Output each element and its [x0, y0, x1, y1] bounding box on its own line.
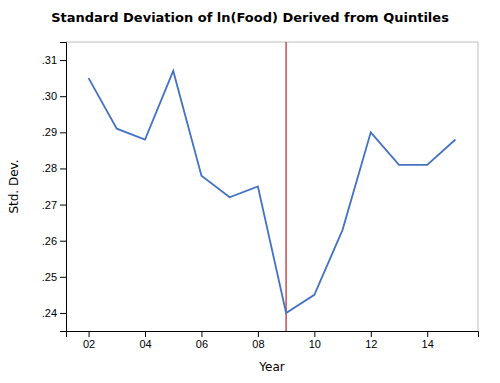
tick-mark: [201, 331, 202, 337]
tick: 12: [365, 331, 377, 350]
data-line: [89, 71, 456, 313]
tick-mark: [60, 277, 66, 278]
tick: .25: [42, 271, 66, 283]
tick-mark: [427, 331, 428, 337]
tick-mark: [60, 96, 66, 97]
tick-label: .25: [42, 271, 57, 283]
tick-label: 12: [365, 338, 377, 350]
tick-mark: [258, 331, 259, 337]
tick-label: .27: [42, 199, 57, 211]
tick-mark: [60, 168, 66, 169]
tick-label: .31: [42, 54, 57, 66]
tick-mark: [314, 331, 315, 337]
tick-label: .29: [42, 126, 57, 138]
tick-label: 14: [422, 338, 434, 350]
tick: 04: [139, 331, 151, 350]
tick: .29: [42, 126, 66, 138]
vertical-line: [285, 42, 287, 331]
tick: 06: [196, 331, 208, 350]
axis-line: [60, 43, 67, 332]
tick-mark: [89, 331, 90, 337]
tick-mark: [60, 313, 66, 314]
tick-label: .26: [42, 235, 57, 247]
tick: .28: [42, 162, 66, 174]
x-axis-title: Year: [258, 360, 284, 374]
tick: .31: [42, 54, 66, 66]
tick-label: 02: [83, 338, 95, 350]
tick-label: .30: [42, 90, 57, 102]
tick-mark: [145, 331, 146, 337]
tick: 10: [309, 331, 321, 350]
y-axis-title: Std. Dev.: [7, 159, 21, 213]
plot: 02 04 06 08 10 12 14 .24 .25 .26 .27 .28 .29 .30 .31: [42, 42, 479, 350]
tick: 14: [422, 331, 434, 350]
tick-mark: [60, 241, 66, 242]
tick-mark: [60, 132, 66, 133]
tick-label: 06: [196, 338, 208, 350]
tick-label: .24: [42, 307, 57, 319]
tick-mark: [60, 205, 66, 206]
tick: .26: [42, 235, 66, 247]
title: Standard Deviation of ln(Food) Derived f…: [51, 10, 449, 25]
tick-label: 04: [139, 338, 151, 350]
axis-line: [67, 332, 479, 338]
tick: .24: [42, 307, 66, 319]
frame: [66, 42, 478, 43]
tick-label: .28: [42, 162, 57, 174]
tick: .30: [42, 90, 66, 102]
tick-label: 08: [252, 338, 264, 350]
tick: .27: [42, 199, 66, 211]
tick-label: 10: [309, 338, 321, 350]
x-axis: 02 04 06 08 10 12 14: [67, 331, 479, 350]
tick-mark: [60, 60, 66, 61]
tick: 02: [83, 331, 95, 350]
chart: 02 04 06 08 10 12 14 .24 .25 .26 .27 .28 .29 .30 .31 St…: [0, 0, 500, 383]
tick-mark: [371, 331, 372, 337]
tick: 08: [252, 331, 264, 350]
y-axis: .24 .25 .26 .27 .28 .29 .30 .31: [42, 43, 67, 332]
marks: [89, 42, 456, 331]
frame: [478, 42, 479, 331]
